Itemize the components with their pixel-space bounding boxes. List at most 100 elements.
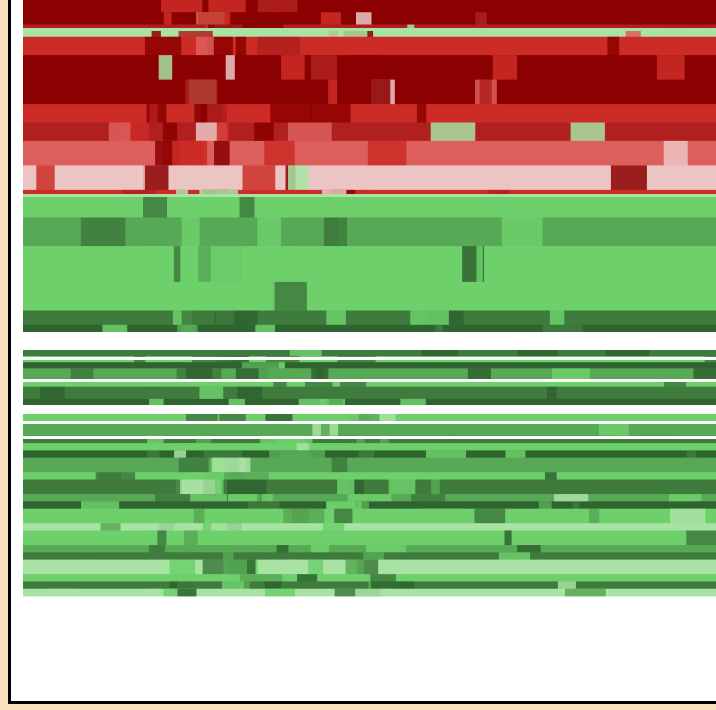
heatmap-cell [181, 310, 195, 326]
heatmap-cell [264, 140, 295, 166]
heatmap-cell [670, 508, 706, 524]
heatmap-cell [605, 350, 650, 357]
heatmap-cell [195, 435, 211, 444]
heatmap-cell [222, 581, 244, 590]
heatmap-cell [237, 386, 263, 400]
heatmap-cell [598, 421, 629, 437]
heatmap-divider-line [23, 357, 716, 360]
heatmap-cell [199, 140, 208, 166]
heatmap-cell [207, 24, 253, 32]
heatmap-cell [219, 414, 246, 422]
heatmap-cell [157, 530, 167, 546]
heatmap-cell [542, 324, 583, 333]
heatmap-cell [151, 523, 160, 531]
heatmap-row [23, 574, 716, 582]
heatmap-cell [196, 36, 214, 56]
heatmap-cell [416, 104, 427, 123]
heatmap-cell [178, 30, 213, 38]
heatmap-cell [356, 12, 372, 25]
heatmap-cell [476, 246, 483, 283]
heatmap-cell [257, 217, 281, 247]
heatmap-cell [104, 414, 139, 422]
heatmap-cell [607, 36, 620, 56]
heatmap-cell [285, 559, 301, 575]
heatmap-row [23, 281, 716, 311]
heatmap-cell [345, 559, 364, 575]
heatmap-cell [122, 189, 156, 197]
heatmap-cell [174, 450, 186, 459]
heatmap-cell [151, 30, 161, 38]
heatmap-plot [23, 0, 716, 600]
heatmap-cell [100, 523, 121, 531]
heatmap-row [23, 310, 716, 326]
heatmap-cell [187, 472, 225, 480]
heatmap-cell [340, 380, 367, 388]
heatmap-cell [146, 450, 160, 459]
heatmap-cell [215, 310, 235, 326]
heatmap-cell [517, 545, 541, 553]
heatmap-cell [371, 581, 415, 590]
heatmap-cell [144, 36, 182, 56]
heatmap-cell [210, 246, 257, 283]
heatmap-cell [239, 581, 250, 590]
heatmap-cell [329, 398, 343, 406]
heatmap-cell [363, 79, 391, 105]
heatmap-row [23, 530, 716, 546]
heatmap-divider-line [23, 28, 716, 31]
heatmap-cell [103, 0, 119, 13]
heatmap-cell [225, 55, 235, 81]
heatmap-cell [504, 530, 512, 546]
heatmap-row [23, 398, 716, 406]
heatmap-cell [328, 79, 338, 105]
heatmap-cell [407, 24, 415, 32]
heatmap-cell [351, 104, 382, 123]
heatmap-cell [265, 414, 293, 422]
heatmap-cell [243, 24, 284, 32]
heatmap-row [23, 24, 716, 32]
heatmap-cell [272, 281, 307, 311]
heatmap-cell [192, 24, 215, 32]
heatmap-cell [547, 386, 557, 400]
heatmap-cell [102, 324, 128, 333]
heatmap-cell [276, 581, 288, 590]
heatmap-cell [557, 581, 576, 590]
heatmap-cell [247, 501, 280, 510]
heatmap-cell [316, 368, 324, 381]
heatmap-cell [693, 368, 716, 381]
heatmap-cell [118, 421, 135, 437]
heatmap-cell [278, 362, 285, 369]
heatmap-cell [558, 380, 594, 388]
heatmap-cell [593, 435, 615, 444]
heatmap-cell [178, 457, 209, 473]
heatmap-cell [317, 196, 326, 218]
heatmap-cell [158, 55, 173, 81]
heatmap-cell [177, 581, 219, 590]
heatmap-cell [320, 421, 330, 437]
heatmap-cell [663, 140, 688, 166]
heatmap-cell [355, 588, 390, 597]
heatmap-cell [287, 122, 332, 142]
heatmap-cell [322, 189, 347, 197]
heatmap-cell [517, 350, 559, 357]
heatmap-cell [85, 559, 92, 575]
heatmap-cell [492, 55, 518, 81]
heatmap-cell [239, 196, 255, 218]
heatmap-cell [257, 36, 301, 56]
heatmap-cell [161, 0, 203, 13]
heatmap-cell [479, 79, 492, 105]
heatmap-cell [444, 435, 456, 444]
heatmap-divider-line [23, 436, 716, 439]
heatmap-cell [163, 12, 172, 25]
heatmap-cell [264, 588, 295, 597]
heatmap-cell [639, 435, 678, 444]
heatmap-cell [289, 350, 322, 357]
heatmap-cell [162, 196, 198, 218]
heatmap-cell [310, 104, 351, 123]
heatmap-cell [257, 0, 274, 13]
heatmap-cell [656, 55, 685, 81]
heatmap-cell [176, 189, 188, 197]
heatmap-cell [549, 310, 565, 326]
heatmap-cell [138, 165, 145, 191]
heatmap-cell [284, 574, 294, 582]
heatmap-cell [186, 545, 230, 553]
